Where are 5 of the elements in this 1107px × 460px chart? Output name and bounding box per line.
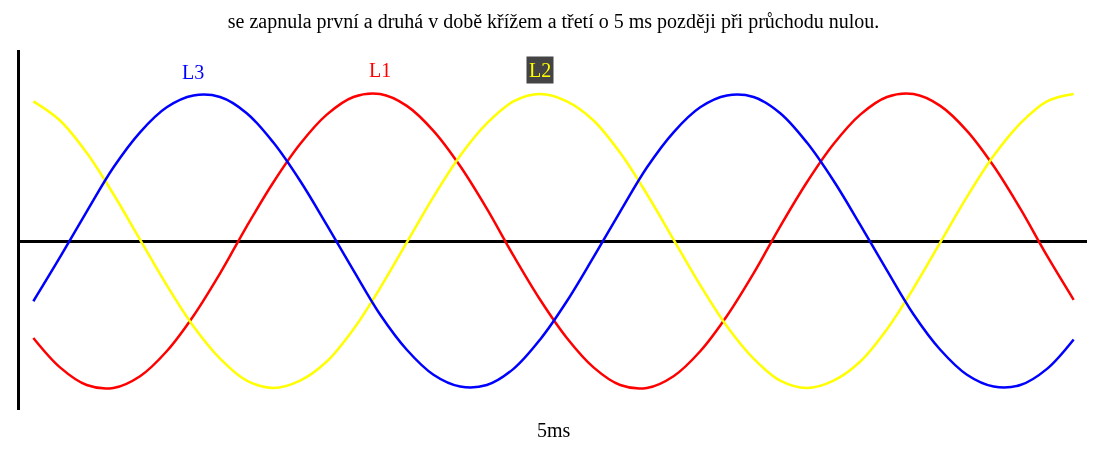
series-label: L2 bbox=[529, 59, 552, 81]
chart-title: se zapnula první a druhá v době křížem a třetí o 5 ms později při průchodu nulou. bbox=[227, 9, 880, 33]
series-label: L3 bbox=[182, 61, 205, 83]
series-label: L1 bbox=[369, 59, 392, 81]
text: 5ms bbox=[537, 419, 571, 441]
